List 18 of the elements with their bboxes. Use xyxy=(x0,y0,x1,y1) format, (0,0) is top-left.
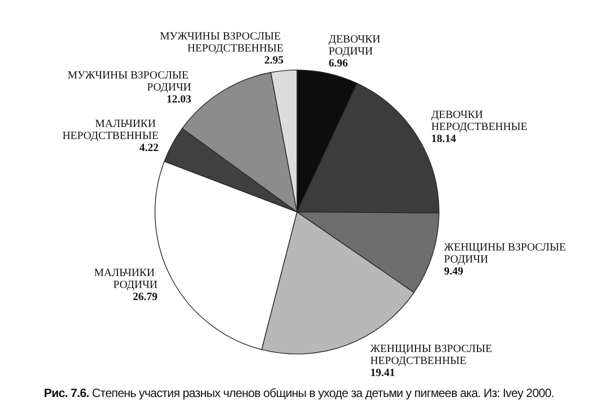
data-label: 19.41 xyxy=(370,366,395,379)
slice-label: ДЕВОЧКИ НЕРОДСТВЕННЫЕ xyxy=(431,109,528,134)
slice-label: ЖЕНЩИНЫ ВЗРОСЛЫЕ НЕРОДСТВЕННЫЕ xyxy=(370,342,495,367)
text: Степень участия разных членов общины в уходе за детьми у пигмеев ака. Из: Ivey 2000. xyxy=(92,386,554,400)
data-label: 4.22 xyxy=(139,142,160,154)
text: Рис. 7.6. xyxy=(44,386,90,400)
slice-label: МАЛЬЧИКИ РОДИЧИ xyxy=(94,267,158,292)
slice-label: МАЛЬЧИКИ НЕРОДСТВЕННЫЕ xyxy=(62,118,159,142)
slice-label: МУЖЧИНЫ ВЗРОСЛЫЕ НЕРОДСТВЕННЫЕ xyxy=(160,30,284,55)
data-label: 12.03 xyxy=(166,94,192,106)
data-label: 9.49 xyxy=(444,266,464,278)
data-label: 6.96 xyxy=(328,57,348,70)
slice-label: ЖЕНЩИНЫ ВЗРОСЛЫЕ РОДИЧИ xyxy=(444,242,569,266)
data-label: 18.14 xyxy=(431,133,456,146)
slice-label: ДЕВОЧКИ РОДИЧИ xyxy=(328,33,384,58)
data-label: 26.79 xyxy=(132,291,158,304)
data-label: 2.95 xyxy=(264,54,284,67)
slice-label: МУЖЧИНЫ ВЗРОСЛЫЕ РОДИЧИ xyxy=(68,70,192,94)
